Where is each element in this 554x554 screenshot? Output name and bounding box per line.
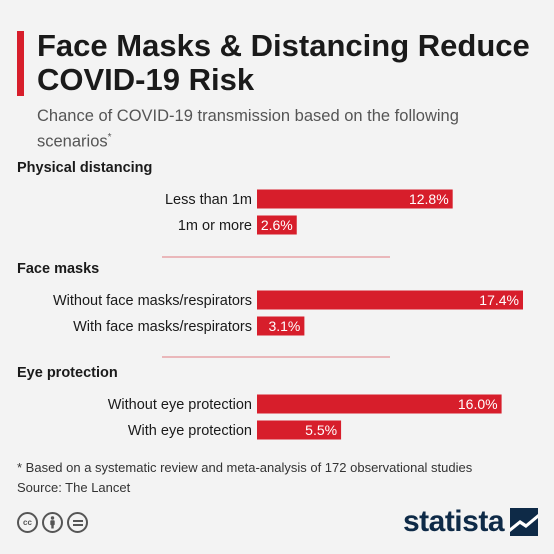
data-label: 5.5% [305,422,337,438]
chart-title: Face Masks & Distancing Reduce COVID-19 … [37,28,530,97]
subtitle-footnote-marker: * [107,132,112,143]
license-icons: cc [17,512,88,533]
data-label: 17.4% [479,292,519,308]
data-label: 3.1% [268,318,300,334]
bar [257,189,453,209]
bar [257,420,342,440]
data-label: 12.8% [409,191,449,207]
category-label: 1m or more [178,218,252,234]
group-heading: Physical distancing [17,160,152,176]
category-label: Without eye protection [108,397,252,413]
bar [257,316,305,336]
category-label: Without face masks/respirators [53,293,252,309]
data-label: 2.6% [261,217,293,233]
bar [257,215,297,235]
no-derivatives-icon[interactable] [67,512,88,533]
subtitle-text: Chance of COVID-19 transmission based on… [37,107,459,151]
bar [257,290,523,310]
brand-name: statista [402,505,505,538]
source-note: Source: The Lancet [17,480,131,495]
footnote: * Based on a systematic review and meta-… [17,460,473,475]
bar [257,394,502,414]
chart-subtitle: Chance of COVID-19 transmission based on… [37,106,537,153]
category-label: With eye protection [128,423,252,439]
group-heading: Face masks [17,261,99,277]
category-label: With face masks/respirators [73,319,252,335]
title-accent-bar [17,31,24,96]
attribution-icon[interactable] [42,512,63,533]
brand-logo[interactable]: statista [403,505,538,539]
category-label: Less than 1m [165,192,252,208]
footnote-block: * Based on a systematic review and meta-… [17,458,547,498]
cc-icon[interactable]: cc [17,512,38,533]
data-label: 16.0% [458,396,498,412]
statista-logo-icon [510,508,538,536]
group-heading: Eye protection [17,365,118,381]
